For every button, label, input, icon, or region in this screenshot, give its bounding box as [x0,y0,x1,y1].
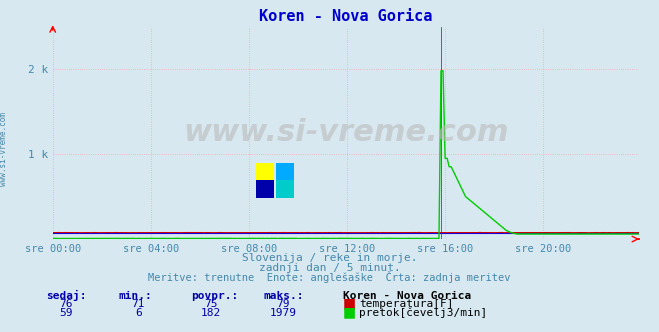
Text: sedaj:: sedaj: [46,290,86,301]
Text: www.si-vreme.com: www.si-vreme.com [183,118,509,147]
Text: temperatura[F]: temperatura[F] [359,299,453,309]
Text: min.:: min.: [119,291,152,301]
Text: pretok[čevelj3/min]: pretok[čevelj3/min] [359,307,488,318]
Text: 1979: 1979 [270,308,297,318]
Text: 71: 71 [132,299,145,309]
Text: zadnji dan / 5 minut.: zadnji dan / 5 minut. [258,263,401,273]
Text: 182: 182 [201,308,221,318]
Text: Slovenija / reke in morje.: Slovenija / reke in morje. [242,253,417,263]
Text: www.si-vreme.com: www.si-vreme.com [0,113,8,186]
Text: maks.:: maks.: [264,291,304,301]
Text: ■: ■ [343,296,356,310]
Text: 76: 76 [59,299,72,309]
Text: 79: 79 [277,299,290,309]
Text: 75: 75 [204,299,217,309]
Text: ■: ■ [343,305,356,319]
Text: 6: 6 [135,308,142,318]
Title: Koren - Nova Gorica: Koren - Nova Gorica [259,9,433,24]
Text: 59: 59 [59,308,72,318]
Text: Koren - Nova Gorica: Koren - Nova Gorica [343,291,471,301]
Text: Meritve: trenutne  Enote: anglešaške  Črta: zadnja meritev: Meritve: trenutne Enote: anglešaške Črta… [148,271,511,283]
Text: povpr.:: povpr.: [191,291,239,301]
